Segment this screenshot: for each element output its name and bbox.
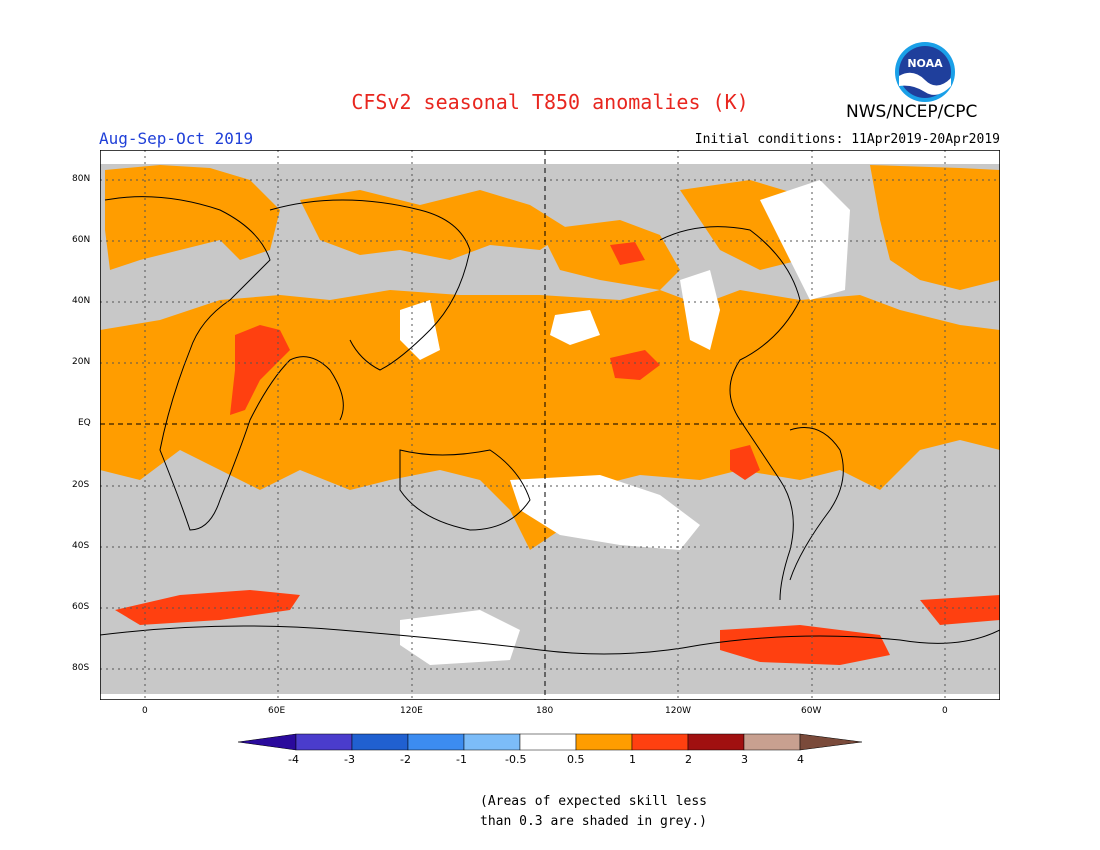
coastlines [100,196,1000,655]
white-patch-asia [400,300,440,360]
lat-label-80s: 80S [72,663,90,673]
nh-atlantic-blob [870,165,1000,290]
skill-footnote-line1: (Areas of expected skill less [480,794,707,809]
lat-label-80n: 80N [72,174,91,184]
legend-label-neg1: -1 [456,753,467,766]
initial-conditions-label: Initial conditions: 11Apr2019-20Apr2019 [694,132,1000,147]
white-patch-antarctic-pacific [400,610,520,665]
white-patch-greenland [760,180,850,300]
legend-swatch-7 [631,733,689,751]
legend-swatch-5 [519,733,577,751]
legend-label-05: 0.5 [567,753,585,766]
lon-label-120e: 120E [400,706,423,716]
white-patch-nh-pacific [550,310,600,345]
legend-swatch-2 [351,733,409,751]
nh-europe-blob [105,165,280,270]
anomaly-map [100,150,1000,700]
lon-label-0-left: 0 [142,706,148,716]
season-label: Aug-Sep-Oct 2019 [99,129,254,148]
legend-label-4: 4 [797,753,804,766]
red-patch-antarctic-peninsula [720,625,890,665]
noaa-logo: NOAA [895,42,955,102]
map-title: CFSv2 seasonal T850 anomalies (K) [351,90,749,114]
lon-label-60w: 60W [801,706,822,716]
lon-label-180: 180 [536,706,554,716]
org-label: NWS/NCEP/CPC [846,102,978,122]
legend-swatch-8 [687,733,745,751]
red-patch-southern-ocean-atlantic [115,590,300,625]
legend-label-neg4: -4 [288,753,299,766]
lat-label-60n: 60N [72,235,91,245]
nh-pacific-blob [540,220,680,290]
legend-label-neg3: -3 [344,753,355,766]
lat-label-20s: 20S [72,480,90,490]
legend-swatch-3 [407,733,465,751]
legend-label-neg2: -2 [400,753,411,766]
lat-label-20n: 20N [72,357,91,367]
color-legend-bar [238,733,862,751]
red-patch-arabia [230,325,290,415]
lon-label-120w: 120W [665,706,692,716]
legend-swatch-0 [238,733,297,751]
lon-label-60e: 60E [268,706,286,716]
legend-swatch-6 [575,733,633,751]
legend-swatch-9 [743,733,801,751]
skill-footnote: (Areas of expected skill less than 0.3 a… [480,792,707,832]
red-patch-peru [730,445,760,480]
lon-label-0-right: 0 [942,706,948,716]
red-patch-southern-ocean-east [920,595,1000,625]
white-patch-australia-south [510,475,700,550]
lat-label-60s: 60S [72,602,90,612]
legend-swatch-10 [799,733,862,751]
lat-label-40n: 40N [72,296,91,306]
red-patch-gulf-alaska [610,242,645,265]
white-patch-north-america [680,270,720,350]
tropical-anomaly-band [100,290,1000,550]
legend-label-neg05: -0.5 [505,753,527,766]
graticule [100,150,1000,700]
legend-swatch-1 [295,733,353,751]
legend-label-3: 3 [741,753,748,766]
noaa-logo-text: NOAA [907,57,943,70]
legend-swatch-4 [463,733,521,751]
legend-label-2: 2 [685,753,692,766]
lat-label-eq: EQ [78,418,91,428]
nh-asia-blob [300,190,570,260]
skill-footnote-line2: than 0.3 are shaded in grey.) [480,814,707,829]
legend-label-1: 1 [629,753,636,766]
lat-label-40s: 40S [72,541,90,551]
red-patch-north-pacific [610,350,660,380]
